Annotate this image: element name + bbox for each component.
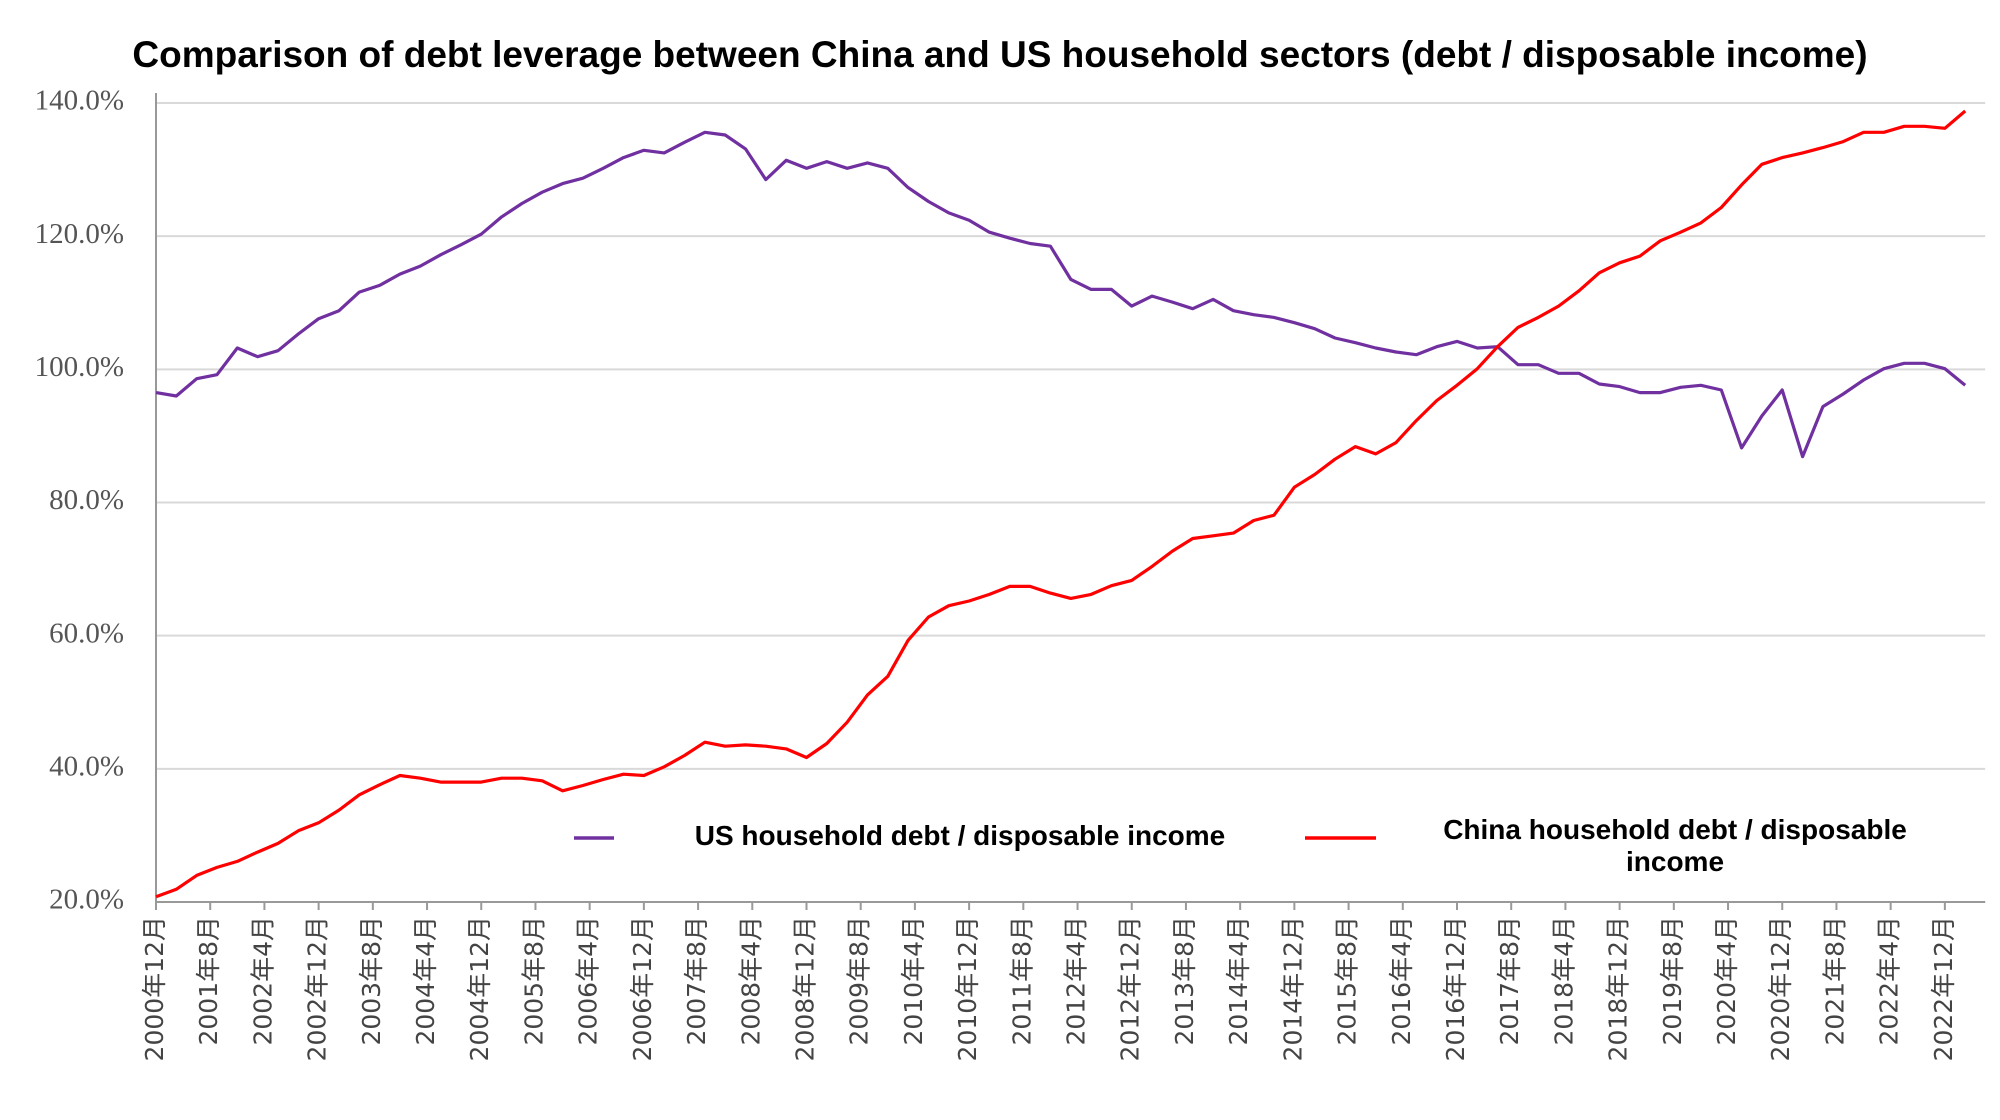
legend-label: US household debt / disposable income bbox=[694, 820, 1226, 851]
series-line bbox=[155, 130, 1967, 459]
x-tick-label: 2000年12月 bbox=[140, 916, 169, 1061]
x-tick-label: 2012年12月 bbox=[1116, 916, 1145, 1061]
y-tick-label: 40.0% bbox=[49, 750, 124, 782]
x-tick-label: 2021年8月 bbox=[1820, 916, 1849, 1046]
x-tick-label: 2009年8月 bbox=[845, 916, 874, 1046]
x-tick-label: 2010年4月 bbox=[899, 916, 928, 1046]
x-tick-label: 2001年8月 bbox=[194, 916, 223, 1046]
x-tick-label: 2008年4月 bbox=[736, 916, 765, 1046]
x-tick-label: 2015年8月 bbox=[1333, 916, 1362, 1046]
x-tick-label: 2008年12月 bbox=[790, 916, 819, 1061]
y-tick-label: 100.0% bbox=[35, 351, 124, 383]
x-tick-label: 2022年4月 bbox=[1875, 916, 1904, 1046]
chart-title: Comparison of debt leverage between Chin… bbox=[132, 34, 1867, 75]
x-tick-label: 2016年12月 bbox=[1441, 916, 1470, 1061]
x-tick-label: 2018年12月 bbox=[1604, 916, 1633, 1061]
x-tick-label: 2014年12月 bbox=[1278, 916, 1307, 1061]
x-tick-label: 2007年8月 bbox=[682, 916, 711, 1046]
x-tick-label: 2002年4月 bbox=[248, 916, 277, 1046]
y-tick-label: 20.0% bbox=[49, 884, 124, 916]
x-tick-label: 2005年8月 bbox=[519, 916, 548, 1046]
x-tick-label: 2011年8月 bbox=[1007, 916, 1036, 1046]
legend-label: China household debt / disposable income bbox=[1443, 814, 1907, 877]
x-tick-label: 2018年4月 bbox=[1549, 916, 1578, 1046]
x-tick-label: 2017年8月 bbox=[1495, 916, 1524, 1046]
x-tick-label: 2020年4月 bbox=[1712, 916, 1741, 1046]
x-tick-label: 2013年8月 bbox=[1170, 916, 1199, 1046]
x-tick-label: 2003年8月 bbox=[357, 916, 386, 1046]
x-tick-label: 2004年4月 bbox=[411, 916, 440, 1046]
y-tick-label: 140.0% bbox=[35, 85, 124, 117]
x-tick-label: 2010年12月 bbox=[953, 916, 982, 1061]
x-tick-label: 2014年4月 bbox=[1224, 916, 1253, 1046]
x-tick-label: 2019年8月 bbox=[1658, 916, 1687, 1046]
x-tick-label: 2006年4月 bbox=[574, 916, 603, 1046]
x-tick-label: 2020年12月 bbox=[1766, 916, 1795, 1061]
x-tick-label: 2016年4月 bbox=[1387, 916, 1416, 1046]
series-line bbox=[155, 109, 1967, 899]
x-tick-label: 2006年12月 bbox=[628, 916, 657, 1061]
x-tick-label: 2002年12月 bbox=[303, 916, 332, 1061]
x-tick-label: 2004年12月 bbox=[465, 916, 494, 1061]
y-tick-label: 120.0% bbox=[35, 218, 124, 250]
x-tick-label: 2022年12月 bbox=[1929, 916, 1958, 1061]
x-tick-label: 2012年4月 bbox=[1062, 916, 1091, 1046]
y-tick-label: 80.0% bbox=[49, 484, 124, 516]
y-tick-label: 60.0% bbox=[49, 617, 124, 649]
